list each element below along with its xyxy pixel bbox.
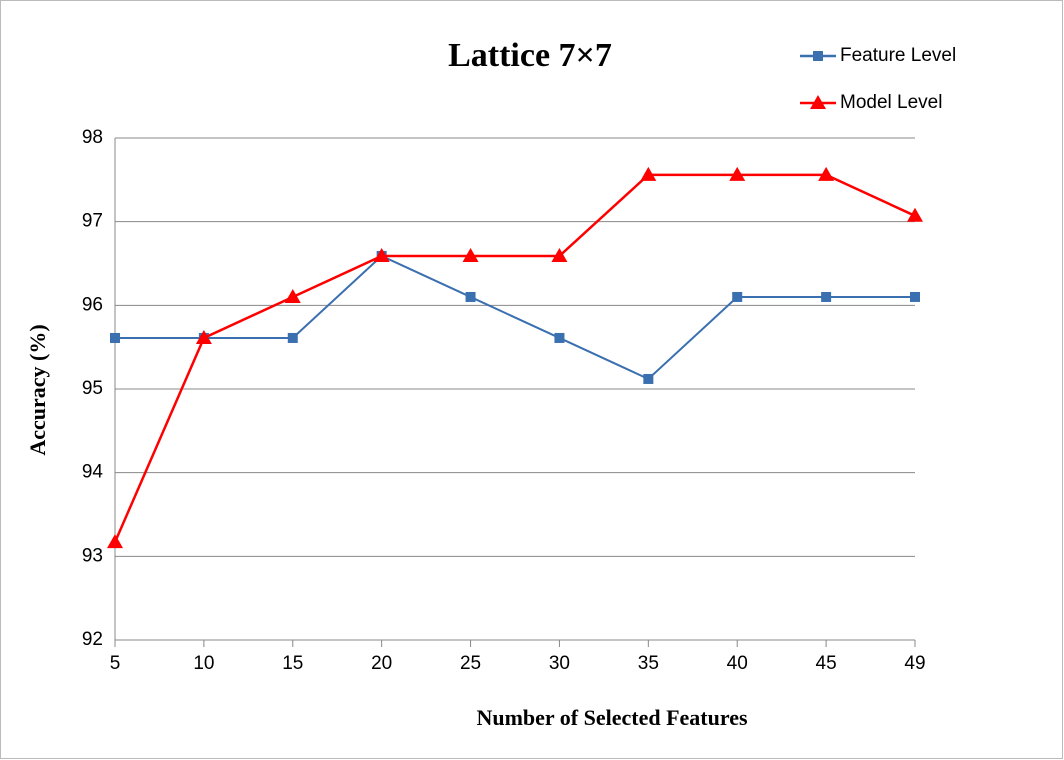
x-tick-label: 25	[460, 653, 481, 674]
x-tick-label: 30	[549, 653, 570, 674]
series-line	[115, 254, 915, 381]
legend-marker	[813, 51, 823, 61]
marker	[551, 247, 568, 262]
marker	[643, 373, 654, 384]
marker	[465, 291, 476, 302]
x-axis-label: Number of Selected Features	[476, 705, 748, 730]
x-tick-label: 45	[816, 653, 837, 674]
marker	[907, 207, 923, 222]
x-tick-label: 35	[638, 653, 659, 674]
x-tick-label: 15	[282, 653, 303, 674]
x-tick-label: 40	[727, 653, 748, 674]
marker	[554, 332, 565, 343]
x-tick-label: 10	[193, 653, 214, 674]
legend-label: Model Level	[840, 92, 942, 113]
y-tick-label: 92	[82, 629, 103, 650]
marker	[729, 166, 746, 181]
legend-label: Feature Level	[840, 45, 956, 66]
marker	[284, 288, 301, 303]
y-tick-label: 93	[82, 545, 103, 566]
marker	[818, 166, 835, 181]
marker	[195, 329, 212, 344]
series-line	[113, 173, 916, 543]
y-tick-label: 94	[82, 462, 104, 483]
x-tick-label: 49	[904, 653, 925, 674]
marker	[287, 332, 298, 343]
marker	[910, 291, 920, 302]
y-tick-label: 98	[82, 127, 103, 148]
marker	[732, 291, 743, 302]
y-tick-label: 95	[82, 378, 103, 399]
x-tick-label: 5	[110, 653, 121, 674]
marker	[110, 332, 120, 343]
marker	[640, 166, 657, 181]
x-tick-label: 20	[371, 653, 392, 674]
marker	[373, 247, 390, 262]
legend-marker	[810, 95, 826, 109]
marker	[107, 534, 123, 549]
marker	[821, 291, 832, 302]
y-tick-label: 97	[82, 211, 103, 232]
chart-title: Lattice 7×7	[448, 37, 612, 74]
marker	[462, 247, 479, 262]
y-axis-label: Accuracy (%)	[25, 324, 50, 455]
y-tick-label: 96	[82, 294, 103, 315]
